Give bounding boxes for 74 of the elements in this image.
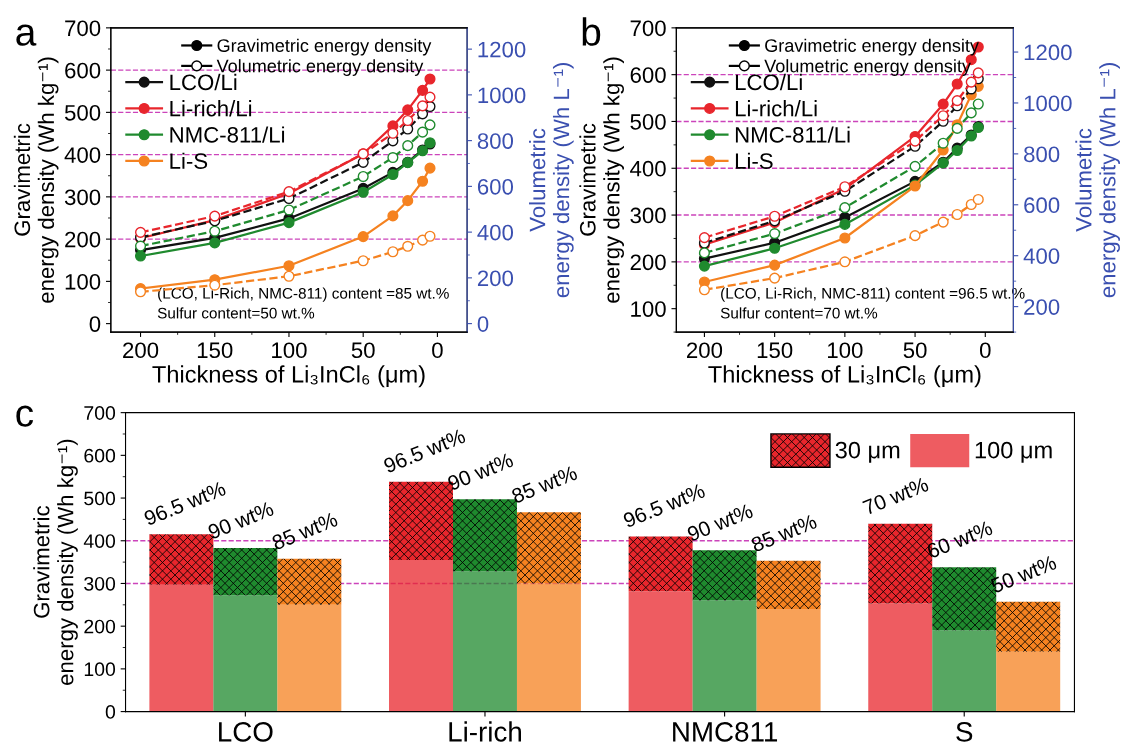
y-tick-label: 200 [84, 619, 116, 634]
y-tick-label: 400 [83, 534, 116, 548]
y2-tick-label: 1200 [1024, 44, 1072, 61]
text: c [16, 405, 34, 427]
y-tick-label: 0 [89, 316, 101, 332]
x-tick-label: Li-rich [449, 721, 521, 742]
y-tick-label: 600 [65, 62, 101, 79]
y-tick-label: 700 [84, 406, 116, 420]
y-tick-label: 200 [65, 231, 101, 248]
legend-label: Li-S [170, 152, 208, 169]
text: a [16, 24, 37, 46]
y-tick-label: 700 [65, 20, 101, 37]
y-tick-label: 200 [630, 254, 666, 271]
y2-tick-label: 800 [1024, 146, 1060, 163]
y-tick-label: 600 [630, 67, 666, 83]
legend-label: LCO/Li [735, 73, 802, 91]
x-tick-label: NMC811 [673, 722, 778, 742]
y-tick-label: 500 [630, 114, 666, 130]
y2-axis-title: Volumetric energy density (Wh L⁻¹) [1075, 63, 1120, 298]
x-tick-label: LCO [219, 722, 273, 742]
x-tick-label: 200 [123, 342, 159, 359]
legend-label: NMC-811/Li [170, 126, 285, 143]
x-tick-label: 200 [687, 342, 723, 359]
x-tick-label: 0 [979, 342, 991, 359]
x-axis-title: Thickness of Li₃InCl₆ (μm) [708, 365, 981, 388]
y-tick-label: 100 [631, 301, 666, 317]
x-tick-label: 150 [197, 342, 233, 359]
y2-tick-label: 800 [477, 133, 514, 149]
annotation: (LCO, Li-Rich, NMC-811) content =85 wt.% [158, 287, 449, 302]
annotation: Sulfur content=50 wt.% [157, 307, 315, 319]
annotation: Sulfur content=70 wt.% [720, 307, 878, 319]
y-tick-label: 0 [105, 705, 116, 719]
x-tick-label: 50 [351, 342, 375, 359]
x-tick-label: 50 [903, 342, 927, 359]
annotation: 70 wt% [862, 476, 930, 516]
y2-tick-label: 1000 [478, 87, 526, 104]
y-axis-title: Gravimetric energy density (Wh kg⁻¹) [13, 57, 59, 303]
y-tick-label: 400 [630, 160, 666, 177]
y2-tick-label: 0 [477, 316, 489, 332]
legend-label: NMC-811/Li [735, 126, 850, 143]
y-tick-label: 500 [64, 104, 101, 121]
y-axis-title: Gravimetric energy density (Wh kg⁻¹) [33, 439, 78, 685]
y2-tick-label: 1000 [1024, 95, 1072, 112]
y2-tick-label: 600 [477, 178, 514, 195]
y-tick-label: 300 [630, 207, 666, 224]
legend-label: 30 μm [835, 441, 900, 463]
y-tick-label: 600 [84, 448, 116, 463]
y-tick-label: 100 [84, 662, 116, 677]
y2-tick-label: 200 [477, 270, 514, 287]
y2-tick-label: 400 [477, 224, 514, 241]
legend-label: Li-rich/Li [735, 100, 817, 117]
y-tick-label: 300 [84, 576, 116, 591]
x-tick-label: 0 [432, 342, 443, 359]
x-tick-label: S [956, 722, 973, 742]
y2-tick-label: 200 [1024, 299, 1060, 315]
legend-label: 100 μm [975, 441, 1052, 463]
x-axis-title: Thickness of Li₃InCl₆ (μm) [152, 365, 425, 388]
y-axis-title: Gravimetric energy density (Wh kg⁻¹) [579, 57, 624, 303]
y2-tick-label: 600 [1024, 197, 1060, 214]
annotation: Gravimetric energy density [217, 38, 432, 56]
y-tick-label: 700 [630, 20, 666, 37]
legend-label: Li-S [735, 152, 773, 169]
text: b [582, 17, 601, 46]
x-tick-label: 100 [272, 342, 307, 359]
x-tick-label: 150 [757, 342, 793, 359]
y2-axis-title: Volumetric energy density (Wh L⁻¹) [529, 63, 574, 298]
y2-tick-label: 400 [1023, 248, 1060, 264]
y-tick-label: 400 [64, 147, 101, 163]
x-tick-label: 100 [828, 342, 863, 359]
y-tick-label: 100 [65, 273, 101, 290]
legend-label: LCO/Li [170, 73, 237, 91]
y-tick-label: 300 [64, 189, 101, 206]
y2-tick-label: 1200 [478, 41, 526, 58]
y-tick-label: 500 [84, 491, 116, 506]
